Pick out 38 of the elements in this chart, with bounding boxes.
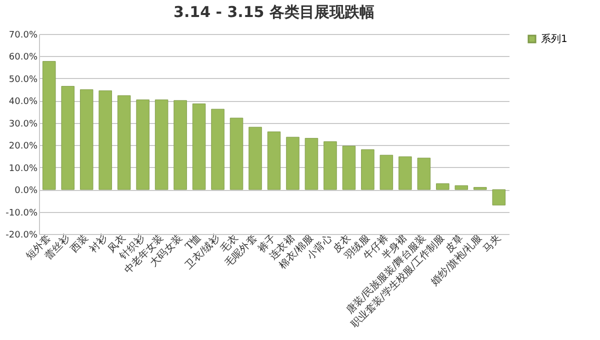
- x-tick-label: 马夹: [480, 232, 504, 255]
- bar: [398, 156, 412, 190]
- bar: [61, 86, 74, 190]
- y-tick-label: 10.0%: [8, 164, 38, 174]
- bar: [324, 141, 337, 190]
- bar: [174, 100, 187, 190]
- bar: [417, 158, 431, 190]
- bar: [192, 104, 206, 190]
- bar: [136, 100, 150, 190]
- bar: [154, 100, 168, 190]
- y-tick-label: 50.0%: [8, 74, 38, 85]
- chart-title: 3.14 - 3.15 各类目展现跌幅: [174, 3, 374, 21]
- y-tick-label: -10.0%: [6, 208, 38, 218]
- bar: [474, 187, 487, 190]
- bar: [342, 146, 356, 190]
- y-tick-label: 60.0%: [8, 52, 38, 63]
- bar: [361, 149, 374, 190]
- y-tick-label: 70.0%: [8, 30, 38, 40]
- bar: [248, 126, 262, 190]
- legend-label: 系列1: [541, 33, 568, 45]
- bar: [211, 108, 224, 190]
- y-tick-label: 20.0%: [8, 142, 38, 152]
- bar: [454, 185, 468, 190]
- bar: [380, 154, 394, 190]
- y-tick-label: -20.0%: [6, 230, 38, 240]
- bar: [492, 189, 506, 206]
- bar: [304, 138, 318, 190]
- bar: [98, 90, 112, 190]
- bar: [42, 61, 56, 190]
- bar: [286, 136, 300, 190]
- y-tick-label: 0.0%: [14, 186, 38, 196]
- bar: [80, 89, 94, 190]
- bar: [267, 132, 281, 190]
- y-tick-label: 30.0%: [8, 119, 38, 130]
- bar: [117, 95, 131, 190]
- y-tick-label: 40.0%: [8, 97, 38, 108]
- bar: [230, 118, 244, 190]
- bar: [436, 183, 450, 190]
